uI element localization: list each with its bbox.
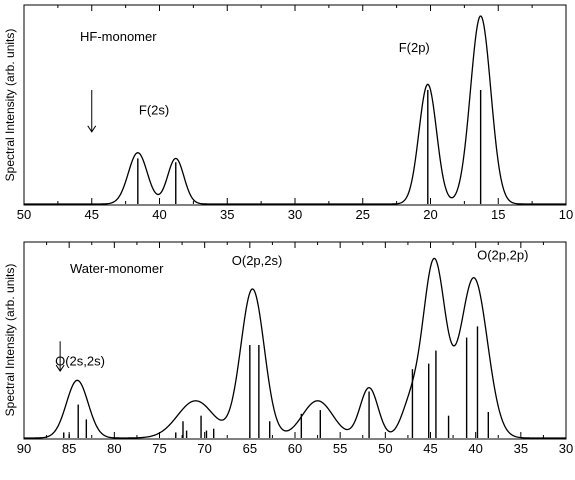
peak-annotation: F(2p) — [399, 40, 430, 55]
spectrum-curve — [24, 15, 566, 205]
x-tick-label: 90 — [17, 441, 31, 456]
x-tick-label: 65 — [243, 441, 257, 456]
x-tick-label: 85 — [62, 441, 76, 456]
peak-annotation: O(2s,2s) — [55, 353, 105, 368]
x-tick-label: 25 — [356, 207, 370, 222]
panel-label: Water-monomer — [70, 261, 164, 276]
x-tick-label: 60 — [288, 441, 302, 456]
hf-monomer-panel: Spectral Intensity (arb. units) HF-monom… — [3, 4, 573, 222]
x-tick-label: 50 — [378, 441, 392, 456]
peak-annotation: F(2s) — [139, 103, 169, 118]
x-tick-label: 35 — [514, 441, 528, 456]
x-tick-label: 55 — [333, 441, 347, 456]
x-tick-label: 70 — [197, 441, 211, 456]
marks-group: 50 45 40 35 30 25 20 15 10 F(2s) F(2p) — [17, 5, 573, 222]
arrow-head — [87, 125, 97, 133]
x-tick-label: 40 — [152, 207, 166, 222]
y-axis-label: Spectral Intensity (arb. units) — [3, 264, 17, 417]
x-tick-label: 80 — [107, 441, 121, 456]
x-tick-label: 45 — [423, 441, 437, 456]
x-tick-label: 35 — [220, 207, 234, 222]
x-tick-label: 45 — [85, 207, 99, 222]
x-tick-label: 50 — [17, 207, 31, 222]
x-tick-label: 15 — [491, 207, 505, 222]
peak-annotation: O(2p,2s) — [232, 253, 283, 268]
x-tick-label: 75 — [152, 441, 166, 456]
water-monomer-panel: Spectral Intensity (arb. units) Water-mo… — [3, 241, 573, 456]
x-tick-label: 30 — [559, 441, 573, 456]
arrow-head — [55, 364, 65, 372]
spectrum-curve — [24, 257, 566, 439]
y-axis-label: Spectral Intensity (arb. units) — [3, 29, 17, 182]
panel-label: HF-monomer — [80, 29, 157, 44]
x-tick-label: 20 — [423, 207, 437, 222]
peak-annotation: O(2p,2p) — [477, 247, 528, 262]
marks-group: 90 85 80 75 70 65 60 55 50 45 40 35 30 O(2s,2s) O(2p,2… — [17, 242, 573, 456]
x-tick-label: 30 — [288, 207, 302, 222]
x-tick-label: 10 — [559, 207, 573, 222]
x-tick-label: 40 — [468, 441, 482, 456]
